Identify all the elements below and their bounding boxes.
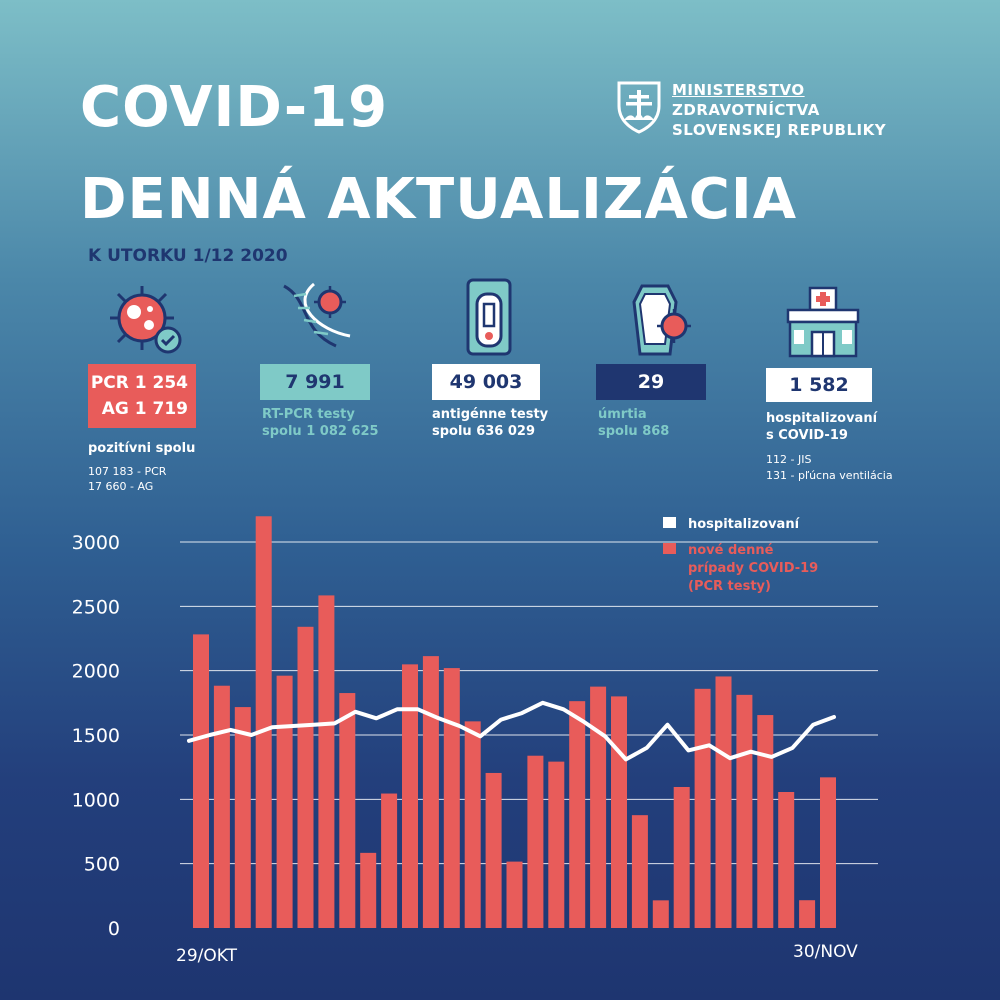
rtpcr-label: RT-PCR testy	[262, 407, 355, 422]
ministry-line3: SLOVENSKEJ REPUBLIKY	[672, 121, 887, 139]
bar-new-cases	[673, 786, 690, 928]
bar-new-cases	[297, 626, 314, 928]
line-hospitalized	[187, 700, 836, 762]
y-tick-label: 1000	[72, 789, 120, 811]
deaths-value-box: 29	[596, 364, 706, 400]
legend-label-cases-line2: prípady COVID-19	[688, 561, 818, 576]
y-tick-label: 2000	[72, 661, 120, 683]
deaths-label: úmrtia	[598, 407, 647, 422]
y-tick-label: 3000	[72, 532, 120, 554]
bar-new-cases	[652, 900, 669, 928]
legend-label-cases-line3: (PCR testy)	[688, 579, 771, 594]
y-tick-label: 1500	[72, 725, 120, 747]
legend-swatch-cases	[663, 543, 676, 554]
bar-new-cases	[799, 900, 816, 928]
legend-label-cases-line1: nové denné	[688, 543, 774, 558]
slovak-coat-of-arms-icon	[617, 81, 661, 134]
bar-new-cases	[443, 668, 460, 928]
y-tick-label: 500	[84, 854, 120, 876]
deaths-total: spolu 868	[598, 424, 670, 439]
legend-label-hospitalized: hospitalizovaní	[688, 517, 801, 532]
bar-new-cases	[736, 694, 753, 928]
bar-new-cases	[213, 685, 230, 928]
positive-detail-pcr: 107 183 - PCR	[88, 465, 167, 478]
bar-new-cases	[527, 755, 544, 928]
bar-new-cases	[485, 772, 502, 928]
bar-new-cases	[360, 852, 377, 928]
hospitalized-ventilation: 131 - pľúcna ventilácia	[766, 469, 893, 482]
bar-new-cases	[506, 861, 523, 928]
hospital-icon	[786, 286, 860, 358]
date-label: K UTORKU 1/12 2020	[88, 246, 288, 266]
bar-new-cases	[611, 696, 627, 928]
virus-check-icon	[110, 286, 182, 354]
bar-new-cases	[464, 721, 481, 928]
bar-new-cases	[548, 761, 565, 928]
positive-label: pozitívni spolu	[88, 441, 196, 456]
hospitalized-label: hospitalizovaní	[766, 411, 878, 426]
hospitalized-value-box: 1 582	[766, 368, 872, 402]
rtpcr-value-box: 7 991	[260, 364, 370, 400]
bar-new-cases	[339, 693, 356, 928]
bar-new-cases	[590, 686, 607, 928]
dna-virus-icon	[283, 282, 351, 348]
title-line2: DENNÁ AKTUALIZÁCIA	[80, 167, 798, 232]
bar-new-cases	[422, 656, 439, 928]
antigen-total: spolu 636 029	[432, 424, 536, 439]
bar-new-cases	[276, 675, 293, 928]
y-tick-label: 2500	[72, 596, 120, 618]
y-tick-label: 0	[108, 918, 120, 940]
bar-new-cases	[234, 707, 251, 928]
positive-values-box: PCR 1 254 AG 1 719	[88, 364, 196, 428]
hospitalized-label-covid: s COVID-19	[766, 428, 848, 443]
ag-positive-value: AG 1 719	[101, 399, 188, 419]
bar-new-cases	[402, 664, 418, 928]
ministry-line1: MINISTERSTVO	[672, 81, 805, 99]
bar-new-cases	[318, 595, 335, 928]
coffin-virus-icon	[632, 284, 691, 356]
legend-swatch-hospitalized	[663, 517, 676, 528]
bar-new-cases	[694, 688, 711, 928]
antigen-test-icon	[466, 278, 512, 356]
rtpcr-total: spolu 1 082 625	[262, 424, 379, 439]
x-axis-start-label: 29/OKT	[176, 946, 238, 966]
bar-new-cases	[255, 516, 272, 928]
title-line1: COVID-19	[80, 75, 389, 140]
antigen-label: antigénne testy	[432, 407, 549, 422]
bar-new-cases	[193, 634, 209, 928]
pcr-positive-value: PCR 1 254	[90, 373, 188, 393]
ministry-line2: ZDRAVOTNÍCTVA	[672, 101, 820, 119]
bar-new-cases	[569, 701, 586, 928]
bar-new-cases	[631, 815, 648, 928]
bar-new-cases	[778, 791, 795, 928]
bar-new-cases	[757, 715, 774, 928]
ministry-name: MINISTERSTVO ZDRAVOTNÍCTVA SLOVENSKEJ RE…	[672, 80, 886, 140]
bar-new-cases	[381, 793, 398, 928]
positive-detail-ag: 17 660 - AG	[88, 480, 154, 493]
bar-new-cases	[715, 676, 732, 928]
hospitalized-icu: 112 - JIS	[766, 453, 812, 466]
x-axis-end-label: 30/NOV	[793, 942, 858, 962]
bar-new-cases	[820, 777, 836, 928]
antigen-value-box: 49 003	[432, 364, 540, 400]
